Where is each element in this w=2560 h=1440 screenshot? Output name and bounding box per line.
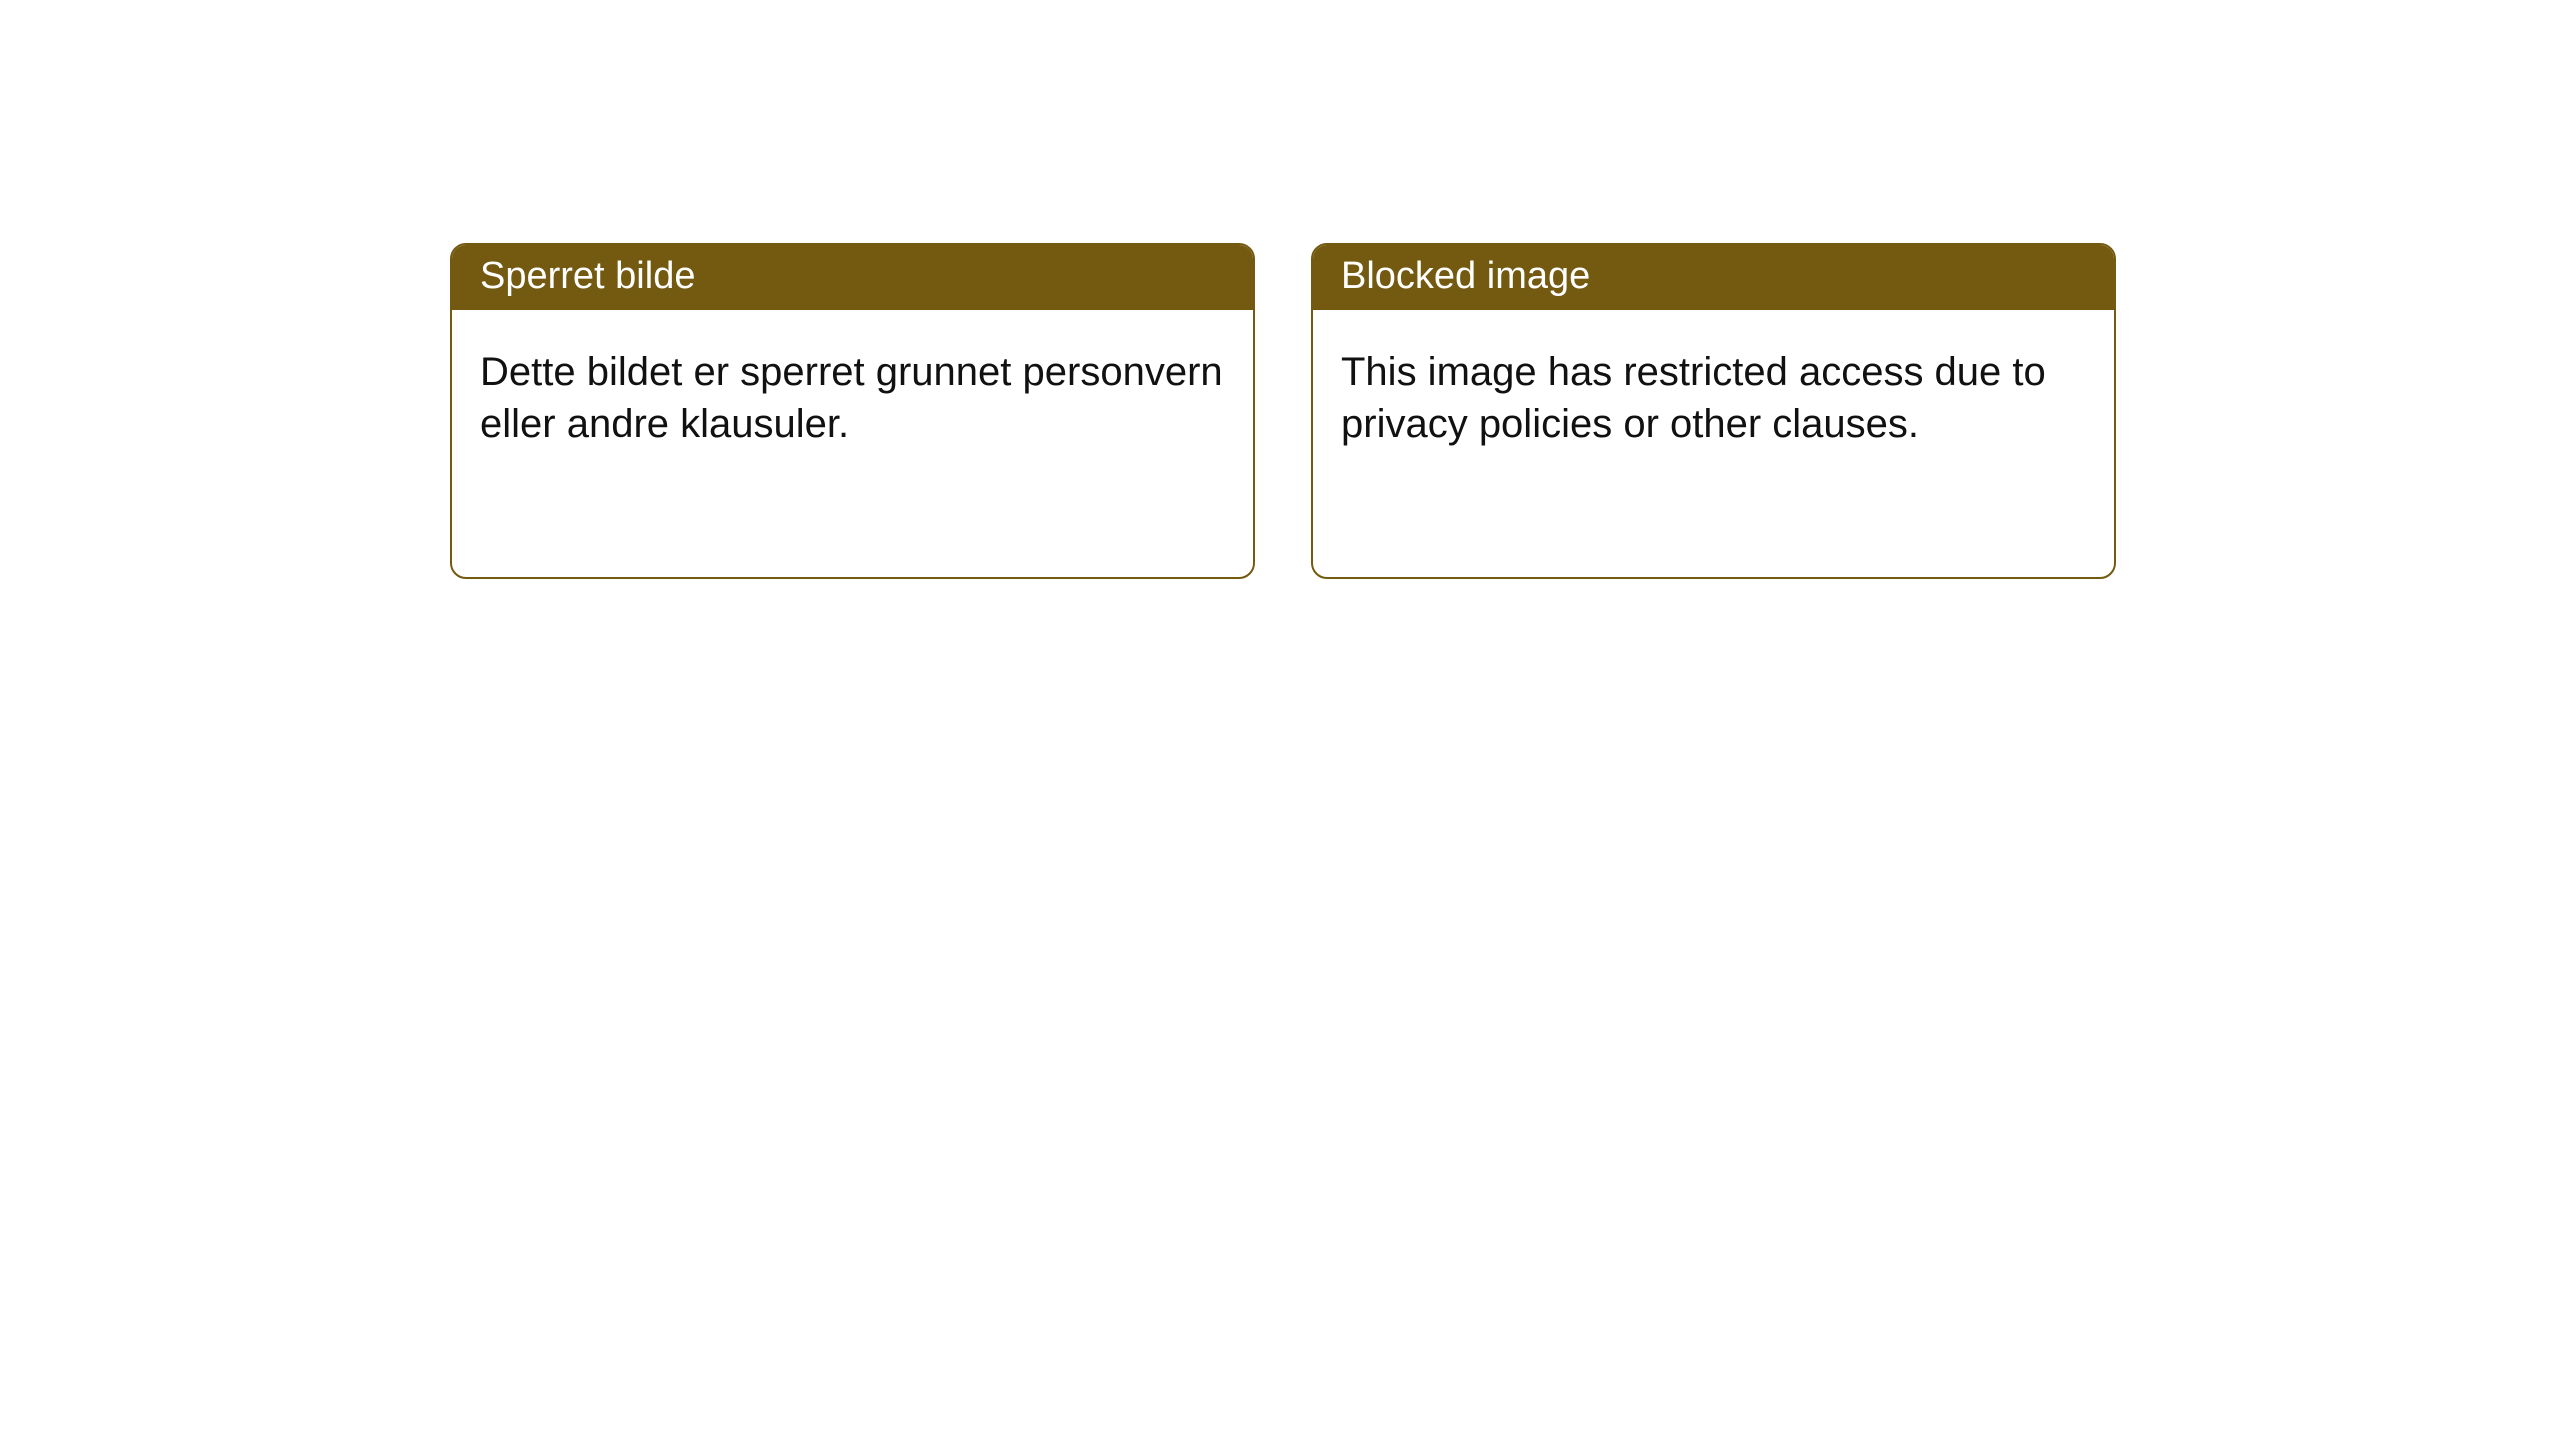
card-body: Dette bildet er sperret grunnet personve… — [452, 310, 1253, 478]
card-body-text: Dette bildet er sperret grunnet personve… — [480, 350, 1223, 446]
card-title: Sperret bilde — [480, 255, 695, 297]
blocked-image-card-no: Sperret bilde Dette bildet er sperret gr… — [450, 243, 1255, 579]
card-title: Blocked image — [1341, 255, 1590, 297]
card-body: This image has restricted access due to … — [1313, 310, 2114, 478]
card-header: Sperret bilde — [452, 245, 1253, 310]
blocked-image-card-en: Blocked image This image has restricted … — [1311, 243, 2116, 579]
card-header: Blocked image — [1313, 245, 2114, 310]
card-body-text: This image has restricted access due to … — [1341, 350, 2046, 446]
cards-container: Sperret bilde Dette bildet er sperret gr… — [0, 0, 2560, 579]
